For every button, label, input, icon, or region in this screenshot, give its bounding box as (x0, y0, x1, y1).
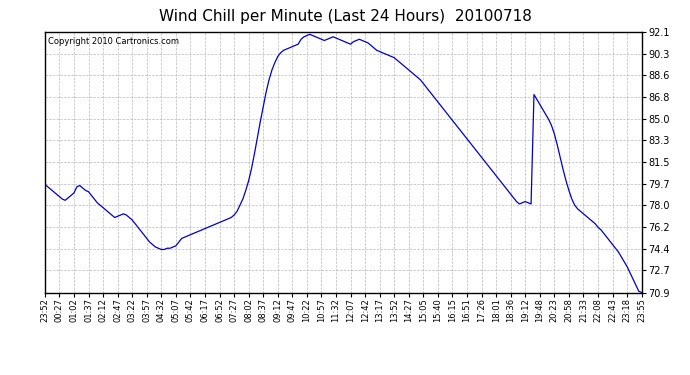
Text: Copyright 2010 Cartronics.com: Copyright 2010 Cartronics.com (48, 37, 179, 46)
Text: Wind Chill per Minute (Last 24 Hours)  20100718: Wind Chill per Minute (Last 24 Hours) 20… (159, 9, 531, 24)
